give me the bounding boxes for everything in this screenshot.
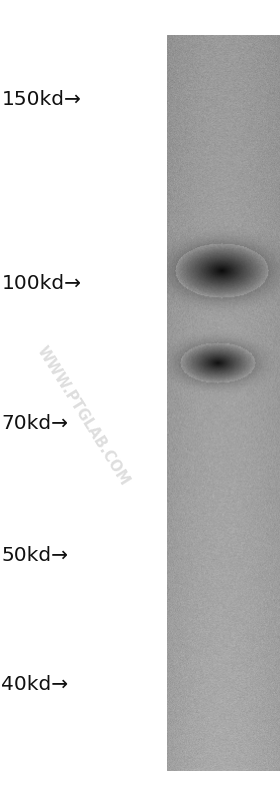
Text: 50kd→: 50kd→ — [1, 546, 68, 565]
Text: 40kd→: 40kd→ — [1, 675, 69, 694]
Text: 150kd→: 150kd→ — [1, 90, 81, 109]
Text: 100kd→: 100kd→ — [1, 274, 81, 293]
Text: WWW.PTGLAB.COM: WWW.PTGLAB.COM — [34, 344, 132, 487]
Text: 70kd→: 70kd→ — [1, 414, 68, 433]
